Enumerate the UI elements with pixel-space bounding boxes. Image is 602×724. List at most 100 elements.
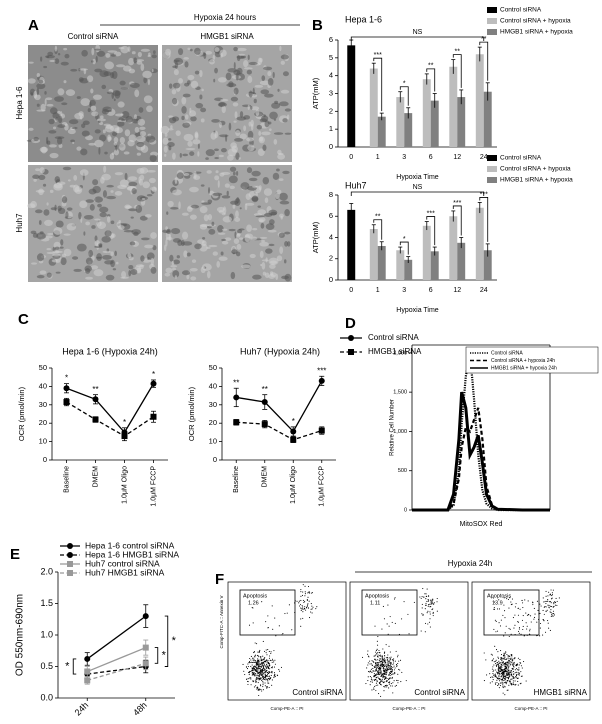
flow-dot <box>426 595 428 597</box>
flow-dot <box>517 607 519 609</box>
flow-dot <box>257 666 259 668</box>
micrograph-texture <box>57 136 63 145</box>
x-tick-label: Baseline <box>233 466 240 493</box>
flow-dot <box>497 668 499 670</box>
flow-dot <box>302 591 304 593</box>
micrograph-texture <box>95 44 101 53</box>
micrograph-texture <box>128 265 134 270</box>
flow-dot <box>250 678 252 680</box>
significance-label: ** <box>262 385 268 394</box>
flow-dot <box>547 604 549 606</box>
micrograph-texture <box>246 224 253 232</box>
significance-bracket <box>399 86 409 106</box>
flow-dot <box>497 673 499 675</box>
flow-dot <box>428 621 430 623</box>
y-tick-label: 0 <box>329 142 333 151</box>
flow-dot <box>504 632 506 634</box>
flow-dot <box>483 652 485 654</box>
y-tick-label: 30 <box>209 400 217 409</box>
flow-dot <box>506 663 508 665</box>
point <box>142 613 149 620</box>
micrograph-texture <box>53 241 61 249</box>
y-tick-label: 500 <box>398 468 407 474</box>
flow-dot <box>262 659 264 661</box>
flow-dot <box>277 674 279 677</box>
flow-dot <box>315 608 317 610</box>
micrograph-texture <box>76 96 81 100</box>
flow-dot <box>378 651 380 654</box>
flow-dot <box>262 689 264 691</box>
flow-dot <box>261 675 264 677</box>
flow-dot <box>260 668 262 670</box>
legend-marker <box>67 561 73 567</box>
flow-dot <box>271 672 273 674</box>
micrograph-texture <box>67 179 71 182</box>
flow-dot <box>500 657 502 659</box>
flow-dot <box>423 596 425 598</box>
flow-dot <box>299 604 302 606</box>
micrograph-texture <box>57 88 65 96</box>
flow-dot <box>270 653 272 655</box>
micrograph-texture <box>240 55 246 59</box>
bar <box>457 242 466 280</box>
flow-dot <box>304 595 306 597</box>
flow-dot <box>544 600 546 602</box>
flow-dot <box>260 678 262 680</box>
micrograph-texture <box>143 95 153 104</box>
legend-swatch <box>487 155 497 161</box>
y-tick-label: 3 <box>329 88 333 97</box>
micrograph-texture <box>46 202 49 206</box>
micrograph-texture <box>85 276 94 280</box>
bar <box>396 250 405 280</box>
flow-dot <box>301 594 304 597</box>
micrograph-texture <box>115 261 119 265</box>
flow-dot <box>422 587 424 590</box>
flow-dot <box>499 684 501 687</box>
micrograph-texture <box>251 196 259 202</box>
flow-dot <box>385 668 387 670</box>
flow-dot <box>492 597 494 599</box>
flow-dot <box>304 608 306 610</box>
micrograph-texture <box>201 200 205 203</box>
flow-dot <box>386 663 388 665</box>
significance-label: * <box>152 370 155 379</box>
micrograph-texture <box>53 182 63 189</box>
micrograph-texture <box>151 54 157 59</box>
flow-dot <box>311 605 313 607</box>
flow-dot <box>307 592 309 594</box>
y-tick-label: 1.5 <box>40 598 53 608</box>
micrograph-texture <box>125 115 133 123</box>
flow-dot <box>251 668 253 670</box>
flow-dot <box>273 672 276 674</box>
micrograph-texture <box>35 189 45 193</box>
flow-dot <box>430 601 432 603</box>
flow-dot <box>513 661 515 664</box>
flow-dot <box>394 671 396 674</box>
micrograph-texture <box>129 241 136 246</box>
flow-dot <box>264 682 266 684</box>
flow-dot <box>501 674 504 676</box>
flow-dot <box>392 667 394 669</box>
micrograph-texture <box>253 98 257 104</box>
plot-label: Control siRNA <box>414 688 465 697</box>
flow-dot <box>495 631 497 633</box>
flow-dot <box>427 600 429 602</box>
flow-dot <box>386 667 388 669</box>
flow-dot <box>375 669 377 672</box>
flow-dot <box>261 690 263 692</box>
micrograph-texture <box>51 259 58 263</box>
micrograph-texture <box>112 268 117 271</box>
micrograph-texture <box>218 102 226 107</box>
flow-dot <box>516 675 518 677</box>
flow-dot <box>375 690 377 692</box>
flow-dot <box>303 601 305 604</box>
micrograph-texture <box>250 123 254 131</box>
flow-dot <box>511 673 513 675</box>
flow-dot <box>262 640 264 643</box>
micrograph-texture <box>210 132 217 140</box>
micrograph-texture <box>193 175 201 180</box>
flow-dot <box>249 657 251 660</box>
flow-dot <box>425 593 427 595</box>
flow-dot <box>373 688 375 690</box>
flow-dot <box>514 657 516 659</box>
